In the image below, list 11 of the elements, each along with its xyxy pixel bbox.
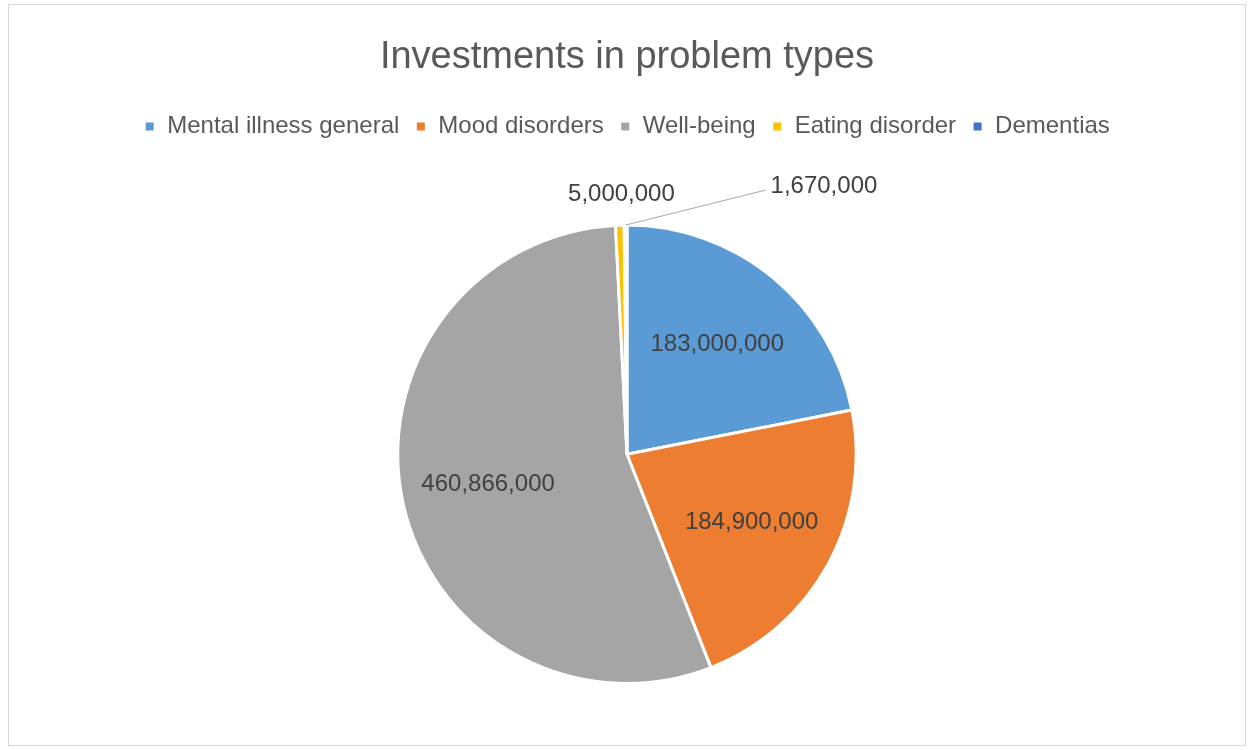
data-label: 5,000,000 [568,178,675,206]
chart-title: Investments in problem types [379,34,875,77]
legend-label: Well-being [642,111,756,139]
data-label: 183,000,000 [650,329,784,357]
data-label: 1,670,000 [770,170,878,198]
legend-label: Mental illness general [167,111,400,139]
legend-label: Dementias [995,111,1110,139]
legend-label: Mood disorders [438,111,604,139]
data-label: 184,900,000 [684,507,819,535]
legend-label: Eating disorder [794,111,957,139]
data-label: 460,866,000 [421,468,555,496]
